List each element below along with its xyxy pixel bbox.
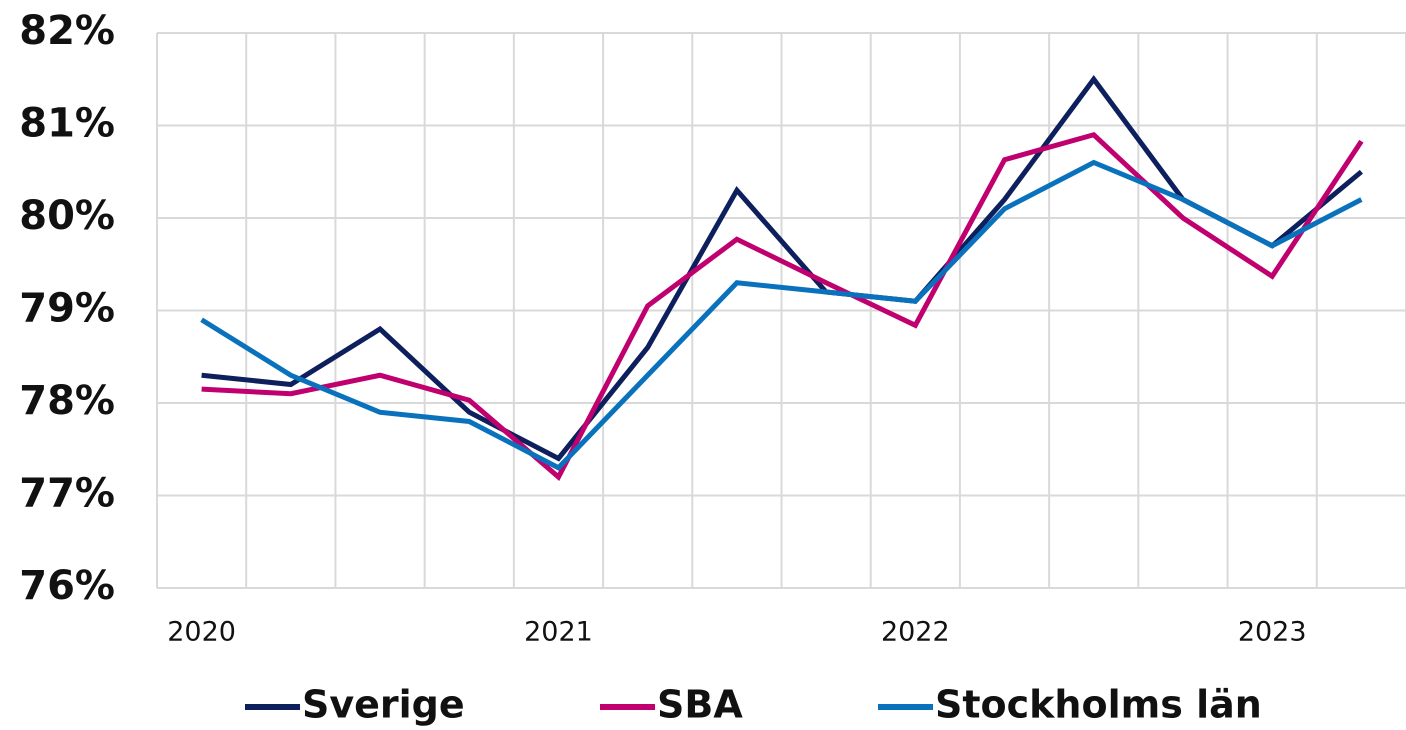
y-tick-label: 76% — [19, 563, 115, 609]
series-line — [200, 159, 1363, 471]
x-tick-label: 2020 — [167, 617, 236, 648]
x-tick-label: 2022 — [881, 617, 950, 648]
x-tick-label: 2023 — [1238, 617, 1307, 648]
y-tick-label: 81% — [19, 101, 115, 147]
y-tick-label: 77% — [19, 471, 115, 517]
y-tick-label: 80% — [19, 193, 115, 239]
legend-label: Stockholms län — [935, 683, 1262, 727]
series-line — [201, 131, 1364, 481]
series-line — [201, 75, 1363, 462]
x-tick-label: 2021 — [524, 617, 593, 648]
legend-label: Sverige — [302, 683, 465, 727]
y-tick-label: 79% — [19, 286, 115, 332]
y-tick-label: 78% — [19, 378, 115, 424]
legend-label: SBA — [657, 683, 743, 727]
y-tick-label: 82% — [19, 8, 115, 54]
